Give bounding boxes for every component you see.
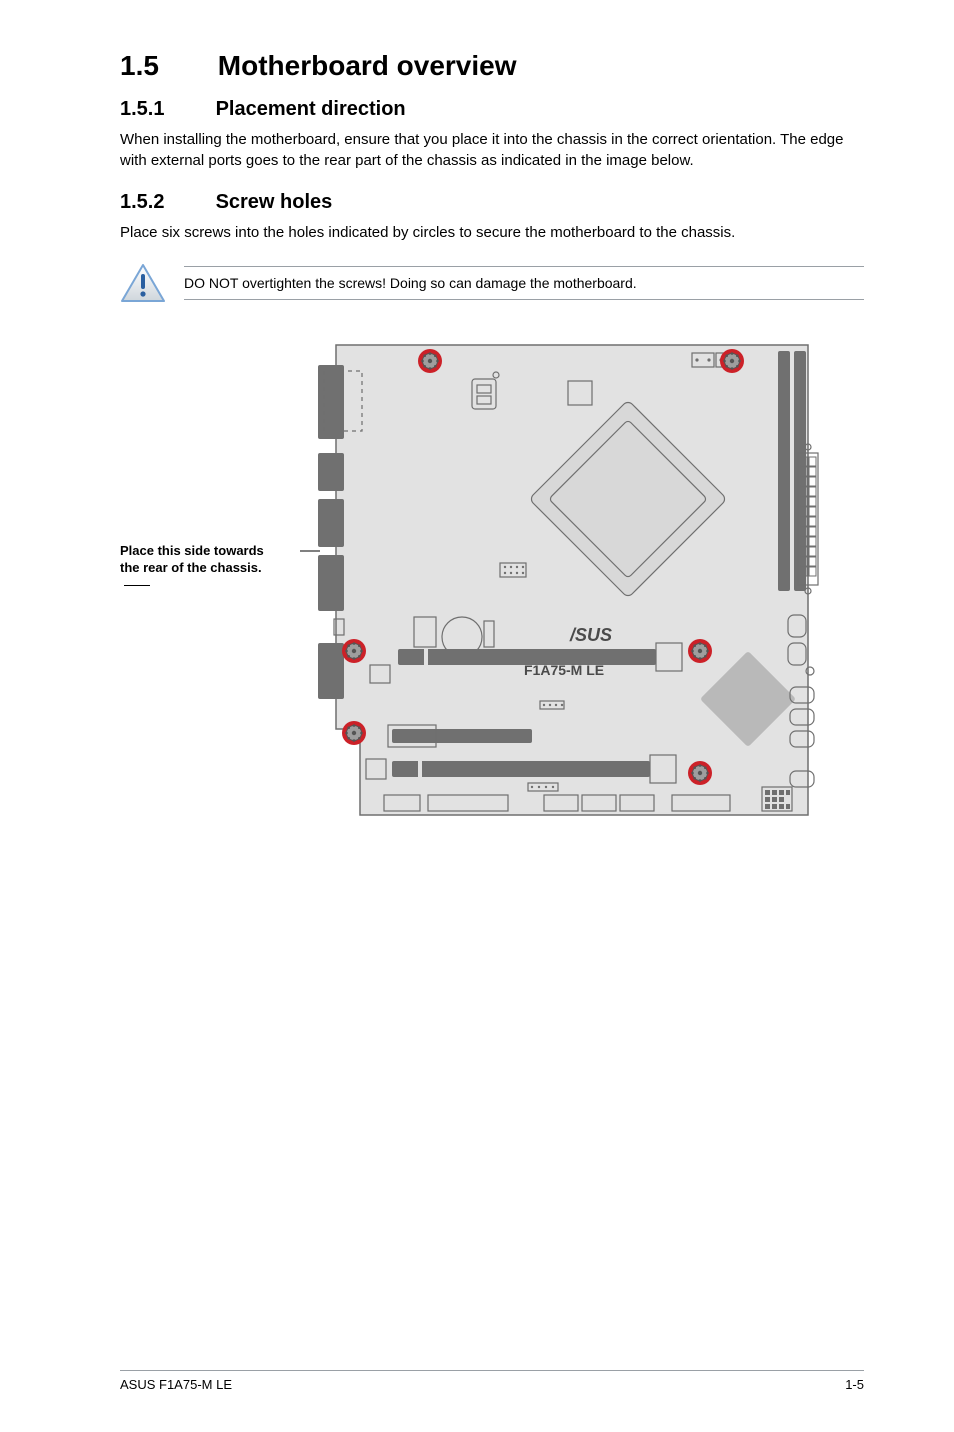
caution-callout: DO NOT overtighten the screws! Doing so … <box>120 263 864 303</box>
subsection-1-number: 1.5.1 <box>120 98 210 121</box>
subsection-2-title: Screw holes <box>216 191 333 213</box>
section-title: Motherboard overview <box>218 50 517 81</box>
chassis-side-label-line1: Place this side towards <box>120 543 264 558</box>
subsection-1-heading: 1.5.1 Placement direction <box>120 98 864 121</box>
footer-left: ASUS F1A75-M LE <box>120 1377 232 1392</box>
asus-logo: /SUS <box>569 625 612 645</box>
subsection-1-title: Placement direction <box>216 98 406 120</box>
motherboard-svg: /SUS F1A75-M LE <box>300 329 840 834</box>
subsection-1-text: When installing the motherboard, ensure … <box>120 129 864 171</box>
chassis-side-label-line2: the rear of the chassis. <box>120 560 262 575</box>
label-leader-line <box>124 585 150 586</box>
board-model-label: F1A75-M LE <box>524 662 604 678</box>
section-number: 1.5 <box>120 50 210 82</box>
subsection-2-text: Place six screws into the holes indicate… <box>120 222 864 243</box>
page-footer: ASUS F1A75-M LE 1-5 <box>120 1370 864 1392</box>
motherboard-figure: Place this side towards the rear of the … <box>120 329 864 834</box>
caution-icon <box>120 263 166 303</box>
section-heading: 1.5 Motherboard overview <box>120 50 864 82</box>
subsection-2-heading: 1.5.2 Screw holes <box>120 191 864 214</box>
caution-text: DO NOT overtighten the screws! Doing so … <box>184 266 864 300</box>
subsection-2-number: 1.5.2 <box>120 191 210 214</box>
footer-right: 1-5 <box>845 1377 864 1392</box>
chassis-side-label: Place this side towards the rear of the … <box>120 329 290 594</box>
